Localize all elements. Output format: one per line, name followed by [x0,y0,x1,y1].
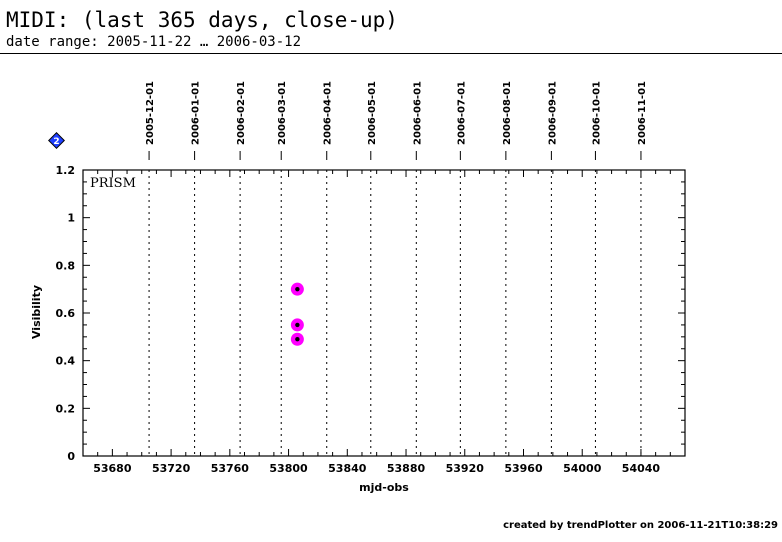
y-tick-label: 1.2 [56,164,76,177]
date-marker-label: 2006-08-01 [502,81,513,145]
date-marker-label: 2006-06-01 [412,81,423,145]
x-tick-label: 54000 [563,462,602,475]
date-marker-label: 2006-09-01 [547,81,558,145]
y-tick-label: 0.8 [56,259,76,272]
date-marker-label: 2006-11-01 [637,81,648,145]
x-tick-label: 54040 [622,462,661,475]
date-marker-label: 2005-12-01 [145,81,156,145]
y-axis-ticks: 0 0.2 0.4 0.6 0.8 1 1.2 [56,164,685,463]
x-axis-ticks: 53680 53720 53760 53800 53840 53880 53920 53960… [82,170,686,475]
data-point-center [295,337,300,342]
x-tick-label: 53960 [504,462,543,475]
axes [82,169,686,457]
date-marker-label: 2006-03-01 [277,81,288,145]
x-tick-label: 53920 [446,462,485,475]
panel-label: PRISM [90,176,136,191]
data-points [290,282,304,346]
data-point-center [295,322,300,328]
y-axis-label: Visibility [30,285,43,339]
y-tick-label: 0.6 [56,307,76,320]
grid-lines [148,170,642,456]
x-tick-label: 53880 [387,462,426,475]
date-marker-label: 2006-01-01 [191,81,202,145]
date-marker-label: 2006-10-01 [591,81,602,145]
date-marker-label: 2006-04-01 [323,81,334,145]
marker-badge-icon: 2 [48,132,65,149]
x-tick-label: 53840 [328,462,367,475]
y-tick-label: 1 [67,212,75,225]
footer-credit: created by trendPlotter on 2006-11-21T10… [503,520,778,531]
chart-title: MIDI: (last 365 days, close-up) [6,8,398,32]
x-tick-label: 53760 [211,462,250,475]
data-point-center [295,286,300,292]
x-tick-label: 53800 [269,462,308,475]
plot-frame [82,169,686,457]
chart-subtitle: date range: 2005-11-22 … 2006-03-12 [6,34,302,50]
date-markers: 2005-12-01 2006-01-01 2006-02-01 2006-03-01… [145,81,648,160]
y-tick-label: 0.2 [56,402,76,415]
header-divider [0,53,782,54]
y-tick-label: 0 [67,450,75,463]
x-tick-label: 53720 [152,462,191,475]
x-axis-label: mjd-obs [359,481,409,494]
marker-badge-label: 2 [53,137,59,147]
date-marker-label: 2006-07-01 [456,81,467,145]
x-tick-label: 53680 [93,462,132,475]
y-tick-label: 0.4 [56,355,76,368]
date-marker-label: 2006-05-01 [367,81,378,145]
date-marker-label: 2006-02-01 [236,81,247,145]
